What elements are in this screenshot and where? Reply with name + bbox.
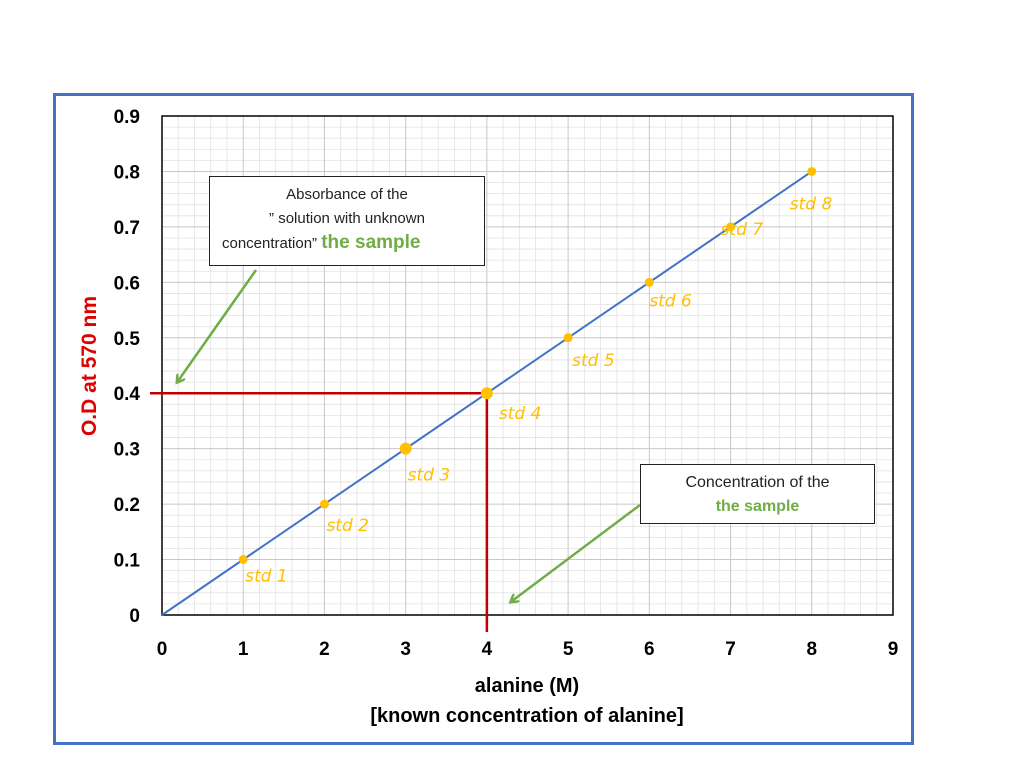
standard-labels: std 1 std 2 std 3 std 4 std 5 std 6 std 7 std 8 bbox=[245, 194, 832, 586]
x-tick-label: 1 bbox=[238, 639, 249, 660]
absorbance-callout: Absorbance of the ” solution with unknow… bbox=[209, 176, 485, 266]
absorbance-callout-line1: Absorbance of the bbox=[286, 186, 408, 203]
standard-label: std 6 bbox=[649, 291, 692, 311]
standard-point bbox=[807, 166, 817, 176]
y-tick-label: 0.5 bbox=[114, 329, 141, 350]
standard-label: std 4 bbox=[499, 404, 542, 424]
plot-area-border bbox=[161, 115, 894, 616]
y-tick-label: 0.2 bbox=[114, 495, 140, 516]
standard-label: std 5 bbox=[572, 351, 615, 371]
y-tick-label: 0.9 bbox=[114, 107, 140, 128]
standard-point bbox=[726, 222, 736, 232]
standard-point bbox=[319, 499, 329, 509]
y-tick-labels: 0 0.1 0.2 0.3 0.4 0.5 0.6 0.7 0.8 0.9 bbox=[114, 107, 141, 627]
y-tick-label: 0.3 bbox=[114, 440, 140, 461]
concentration-callout-highlight: the sample bbox=[715, 498, 800, 515]
x-tick-labels: 0 1 2 3 4 5 6 7 8 9 bbox=[157, 639, 899, 660]
x-axis-title: alanine (M) bbox=[475, 675, 579, 697]
y-tick-label: 0.8 bbox=[114, 162, 140, 183]
standard-label: std 7 bbox=[721, 220, 764, 240]
standard-point bbox=[480, 387, 493, 400]
x-tick-label: 3 bbox=[400, 639, 411, 660]
sample-concentration-arrow bbox=[512, 504, 641, 601]
x-tick-label: 2 bbox=[319, 639, 330, 660]
chart-frame bbox=[53, 93, 914, 745]
x-tick-label: 5 bbox=[563, 639, 574, 660]
standard-point bbox=[238, 555, 248, 565]
absorbance-callout-concentration: concentration” bbox=[222, 235, 318, 252]
y-tick-label: 0.1 bbox=[114, 551, 141, 572]
concentration-callout-line1: Concentration of the bbox=[685, 474, 830, 491]
standard-points bbox=[238, 166, 817, 565]
standard-point bbox=[563, 333, 573, 343]
standard-label: std 8 bbox=[790, 194, 833, 214]
absorbance-callout-line2: ” solution with unknown bbox=[269, 210, 425, 227]
y-tick-label: 0 bbox=[129, 606, 140, 627]
sample-absorbance-arrow bbox=[178, 269, 258, 381]
x-tick-label: 6 bbox=[644, 639, 655, 660]
x-tick-label: 9 bbox=[888, 639, 899, 660]
y-tick-label: 0.6 bbox=[114, 273, 140, 294]
x-axis-subtitle: [known concentration of alanine] bbox=[370, 705, 683, 727]
standard-point bbox=[644, 277, 654, 287]
y-tick-label: 0.7 bbox=[114, 218, 140, 239]
x-tick-label: 8 bbox=[806, 639, 817, 660]
y-tick-label: 0.4 bbox=[114, 384, 141, 405]
standard-label: std 2 bbox=[326, 516, 369, 536]
concentration-callout: Concentration of the the sample bbox=[640, 464, 875, 524]
absorbance-callout-highlight: the sample bbox=[321, 232, 421, 253]
standard-point bbox=[399, 442, 412, 455]
standard-label: std 3 bbox=[408, 466, 451, 486]
x-tick-label: 7 bbox=[725, 639, 736, 660]
y-axis-title: O.D at 570 nm bbox=[78, 296, 101, 436]
x-tick-label: 4 bbox=[482, 639, 493, 660]
standard-label: std 1 bbox=[245, 567, 288, 587]
x-tick-label: 0 bbox=[157, 639, 168, 660]
sample-reference-lines bbox=[150, 391, 489, 632]
absorbance-callout-line3: concentration” the sample bbox=[210, 231, 484, 256]
